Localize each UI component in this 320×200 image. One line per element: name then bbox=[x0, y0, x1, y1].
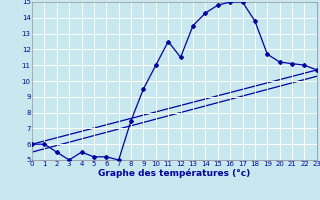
X-axis label: Graphe des températures (°c): Graphe des températures (°c) bbox=[98, 169, 251, 178]
